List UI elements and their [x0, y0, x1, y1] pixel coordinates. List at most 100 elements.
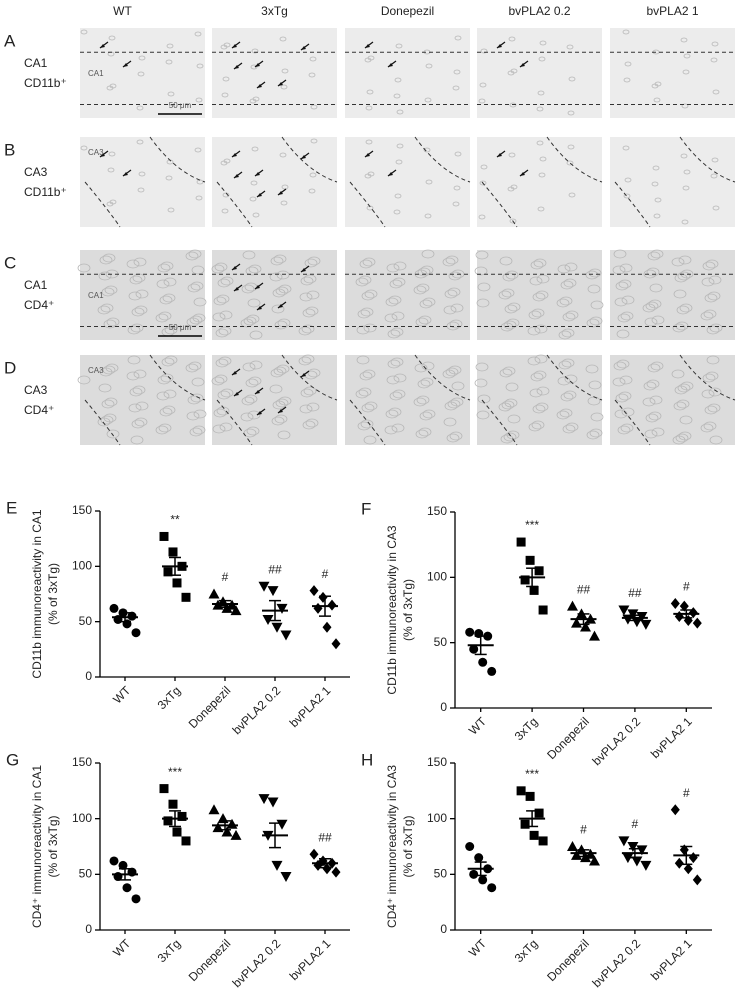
texture — [705, 371, 719, 381]
texture — [307, 256, 321, 266]
texture — [387, 359, 401, 369]
arrow-head — [278, 409, 283, 413]
data-point — [589, 630, 600, 641]
texture — [673, 289, 687, 299]
data-point — [516, 786, 526, 796]
texture — [389, 279, 403, 289]
significance: ** — [170, 513, 180, 527]
data-point — [118, 860, 128, 870]
texture — [711, 157, 719, 163]
texture — [187, 283, 201, 293]
texture — [447, 399, 461, 409]
micrograph — [345, 137, 470, 227]
texture — [77, 263, 91, 273]
texture — [418, 315, 432, 325]
texture — [683, 169, 691, 175]
micrograph — [345, 355, 470, 445]
texture — [248, 376, 262, 386]
texture — [448, 271, 462, 281]
arrow-head — [278, 82, 283, 86]
texture — [561, 358, 575, 368]
data-point — [683, 614, 693, 626]
texture — [643, 381, 657, 391]
texture — [249, 360, 263, 370]
texture — [621, 407, 635, 417]
data-point — [208, 804, 220, 815]
texture — [651, 427, 665, 437]
texture — [507, 70, 515, 76]
data-point — [331, 638, 341, 650]
texture — [280, 200, 288, 206]
texture — [503, 432, 517, 442]
texture — [126, 259, 140, 269]
texture — [394, 193, 402, 199]
texture — [80, 29, 88, 35]
x-tick-label: Donepezil — [186, 936, 234, 984]
texture — [709, 435, 723, 445]
data-point — [327, 599, 337, 611]
micrograph — [212, 137, 337, 227]
texture — [215, 358, 229, 368]
texture — [191, 265, 205, 275]
texture — [129, 275, 143, 285]
texture — [107, 167, 115, 173]
data-point — [230, 605, 242, 616]
texture — [242, 250, 256, 260]
data-point — [679, 600, 689, 612]
data-point — [529, 585, 539, 595]
x-tick-label: 3xTg — [155, 683, 184, 712]
y-tick-label: 100 — [427, 811, 447, 825]
texture — [480, 164, 488, 170]
texture — [211, 376, 225, 386]
texture — [222, 192, 230, 198]
arrow-head — [232, 153, 237, 157]
texture — [478, 98, 486, 104]
texture — [445, 255, 459, 265]
significance: ## — [577, 582, 591, 596]
texture — [537, 90, 545, 96]
y-tick-label: 50 — [434, 635, 448, 649]
texture — [241, 284, 255, 294]
micrograph — [477, 137, 602, 227]
panel-letter: F — [361, 499, 371, 518]
significance: ## — [268, 562, 282, 576]
y-axis-label: CD4⁺ immunoreactivity in CA1 — [30, 765, 44, 928]
texture — [445, 367, 459, 377]
texture — [137, 187, 145, 193]
arrow-head — [255, 172, 260, 176]
texture — [100, 415, 114, 425]
texture — [242, 362, 256, 372]
data-point — [262, 614, 274, 625]
texture — [527, 356, 541, 366]
texture — [193, 409, 207, 419]
data-point — [622, 614, 634, 625]
texture — [219, 310, 233, 320]
texture — [272, 288, 286, 298]
boundary — [679, 354, 736, 401]
texture — [498, 290, 512, 300]
data-point — [217, 813, 229, 824]
texture — [677, 383, 691, 393]
texture — [274, 320, 288, 330]
significance: ## — [628, 586, 642, 600]
texture — [712, 89, 720, 95]
data-point — [309, 848, 319, 860]
texture — [532, 404, 546, 414]
texture — [355, 389, 369, 399]
texture — [452, 85, 460, 91]
data-point — [181, 836, 191, 846]
arrow-head — [388, 172, 393, 176]
y-tick-label: 0 — [440, 700, 447, 714]
boundary — [546, 136, 603, 183]
texture — [220, 276, 234, 286]
texture — [502, 272, 516, 282]
texture — [505, 382, 519, 392]
significance: # — [222, 570, 229, 584]
texture — [563, 390, 577, 400]
texture — [99, 255, 113, 265]
texture — [249, 196, 257, 202]
texture — [568, 192, 576, 198]
texture — [425, 63, 433, 69]
scale-label: 50 μm — [169, 323, 192, 332]
